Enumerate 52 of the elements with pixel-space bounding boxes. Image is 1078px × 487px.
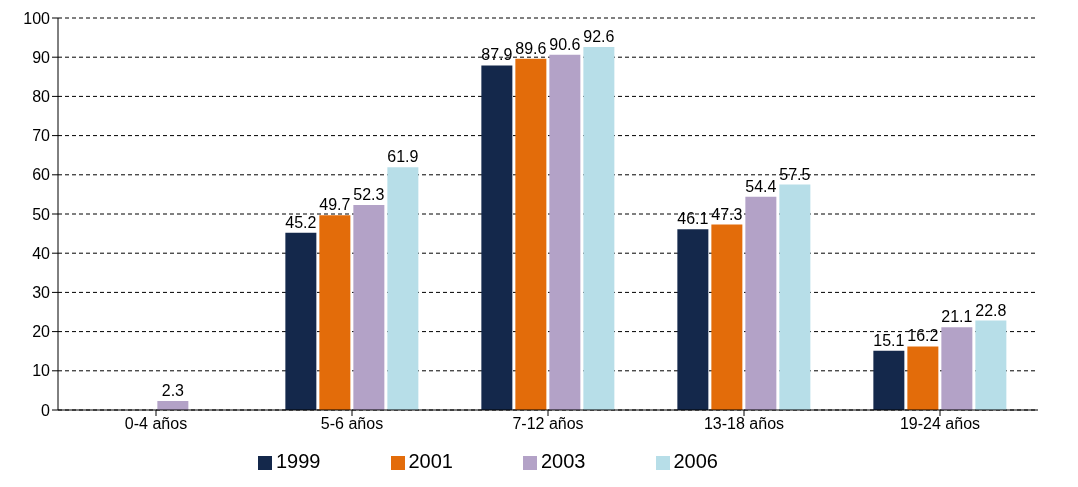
data-label: 61.9 [387, 148, 419, 166]
data-label: 49.7 [319, 196, 351, 214]
bar [319, 215, 351, 410]
bar [481, 65, 513, 410]
bar [353, 204, 385, 410]
data-label: 54.4 [745, 177, 777, 195]
bar [941, 327, 973, 410]
legend-label: 2006 [673, 450, 718, 472]
bar [745, 196, 777, 410]
bar [677, 229, 709, 410]
data-label: 89.6 [515, 39, 547, 57]
data-label: 21.1 [941, 308, 973, 326]
data-label: 22.8 [975, 301, 1007, 319]
bar [583, 47, 615, 410]
data-label: 16.2 [907, 327, 939, 345]
y-tick-label: 60 [32, 166, 51, 184]
y-tick-label: 100 [23, 9, 51, 27]
y-tick-label: 10 [32, 362, 51, 380]
x-tick-label: 7-12 años [512, 415, 584, 433]
y-tick-label: 30 [32, 284, 51, 302]
bar [711, 224, 743, 410]
bar [873, 350, 905, 410]
y-tick-label: 0 [41, 401, 51, 419]
bar [907, 346, 939, 410]
y-tick-label: 20 [32, 323, 51, 341]
legend-label: 2003 [541, 450, 586, 472]
y-tick-label: 80 [32, 88, 51, 106]
x-tick-label: 5-6 años [320, 415, 384, 433]
bar [549, 54, 581, 410]
data-label: 52.3 [353, 185, 385, 203]
data-label: 47.3 [711, 205, 743, 223]
bar [779, 184, 811, 410]
bar [515, 58, 547, 410]
y-tick-label: 40 [32, 244, 51, 262]
y-tick-label: 90 [32, 48, 51, 66]
legend-label: 2001 [408, 450, 453, 472]
data-label: 92.6 [583, 28, 615, 46]
bar [285, 232, 317, 410]
x-tick-label: 13-18 años [703, 415, 785, 433]
y-tick-label: 70 [32, 127, 51, 145]
x-tick-label: 19-24 años [899, 415, 981, 433]
data-label: 90.6 [549, 35, 581, 53]
data-label: 45.2 [285, 213, 317, 231]
bar [387, 167, 419, 410]
x-tick-label: 0-4 años [124, 415, 188, 433]
data-label: 15.1 [873, 331, 905, 349]
y-tick-label: 50 [32, 205, 51, 223]
bar [975, 320, 1007, 410]
legend-label: 1999 [276, 450, 321, 472]
data-label: 87.9 [481, 46, 513, 64]
data-label: 2.3 [161, 381, 185, 399]
data-label: 46.1 [677, 210, 709, 228]
